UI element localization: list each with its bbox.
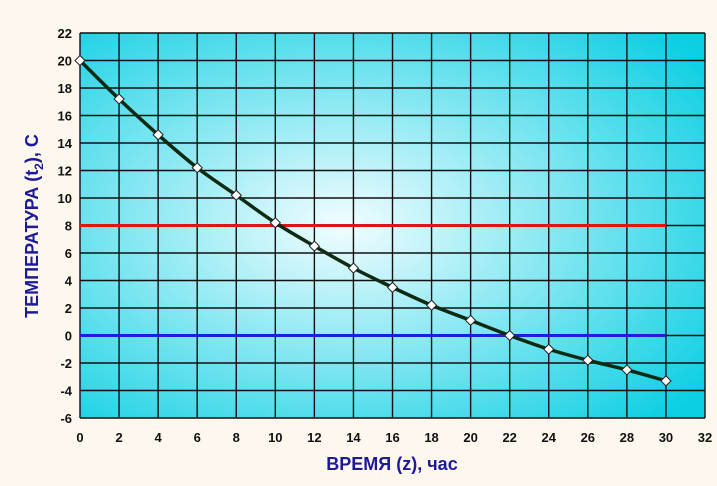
x-tick-label: 28 [620,430,634,445]
data-point [386,281,399,294]
data-point [621,364,633,376]
y-tick-label: 20 [58,54,72,69]
y-axis-title-subscript: 2 [32,163,46,170]
y-tick-label: 4 [65,274,73,289]
data-point [425,299,438,311]
y-tick-label: 22 [58,26,72,41]
y-tick-label: 2 [65,301,72,316]
data-point [308,240,321,252]
y-tick-label: -4 [60,384,72,399]
y-tick-label: 8 [65,219,72,234]
y-tick-label: 6 [65,246,72,261]
x-tick-label: 6 [194,430,201,445]
x-axis-title: ВРЕМЯ (z), час [326,454,457,474]
data-point [503,329,516,342]
x-tick-label: 12 [307,430,321,445]
data-point [113,93,125,105]
data-point [543,343,555,355]
x-tick-label: 30 [659,430,673,445]
data-point [660,375,672,387]
x-tick-label: 14 [346,430,361,445]
x-tick-label: 26 [581,430,595,445]
x-tick-label: 24 [542,430,557,445]
x-tick-label: 20 [463,430,477,445]
y-tick-label: 14 [58,136,73,151]
series-line [78,59,667,383]
y-axis-title-suffix: ), С [22,134,42,163]
data-point [152,129,164,141]
x-tick-label: 22 [502,430,516,445]
x-tick-label: 8 [233,430,240,445]
y-tick-label: 18 [58,81,72,96]
y-tick-label: 12 [58,164,72,179]
data-point [230,189,242,201]
y-axis-title-main: ТЕМПЕРАТУРА (t [22,170,42,318]
y-tick-label: -6 [60,411,72,426]
data-point [269,217,282,229]
data-point [347,262,360,274]
y-tick-label: -2 [60,356,72,371]
data-point [191,162,203,174]
y-tick-label: 0 [65,329,72,344]
x-tick-label: 2 [115,430,122,445]
data-points [74,54,672,387]
y-axis-title: ТЕМПЕРАТУРА (t2), С [22,134,46,318]
y-tick-label: 16 [58,109,72,124]
x-tick-label: 18 [424,430,438,445]
data-point [464,314,477,327]
y-tick-label: 10 [58,191,72,206]
series-line-0 [78,59,667,383]
data-point [74,54,86,67]
data-point [582,354,594,366]
x-tick-label: 16 [385,430,399,445]
x-tick-label: 10 [268,430,282,445]
reference-lines [80,224,666,337]
x-tick-label: 32 [698,430,712,445]
x-tick-label: 0 [76,430,83,445]
x-tick-labels: 0 2 4 6 8 10 12 14 16 18 20 22 24 26 28 30 32 [76,430,712,445]
x-tick-label: 4 [155,430,163,445]
